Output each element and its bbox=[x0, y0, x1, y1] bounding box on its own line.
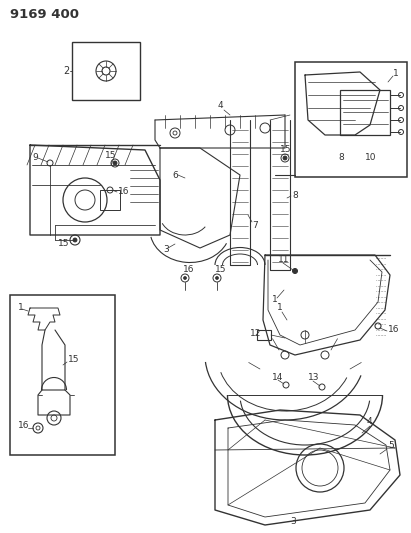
Text: 15: 15 bbox=[215, 265, 226, 274]
Bar bbox=[257, 330, 271, 340]
Text: 1: 1 bbox=[277, 303, 283, 312]
Text: 9: 9 bbox=[32, 152, 38, 161]
Text: 1: 1 bbox=[18, 303, 24, 312]
Bar bbox=[295, 62, 407, 177]
Bar bbox=[10, 295, 115, 455]
Text: 14: 14 bbox=[272, 374, 283, 383]
Text: 2: 2 bbox=[63, 66, 69, 76]
Text: 16: 16 bbox=[18, 421, 30, 430]
Text: 8: 8 bbox=[338, 154, 344, 163]
Text: 11: 11 bbox=[278, 255, 289, 264]
Text: 6: 6 bbox=[172, 171, 178, 180]
Circle shape bbox=[73, 238, 77, 242]
Text: 12: 12 bbox=[250, 328, 261, 337]
Text: 9169 400: 9169 400 bbox=[10, 7, 79, 20]
Circle shape bbox=[113, 161, 117, 165]
Text: 16: 16 bbox=[388, 326, 399, 335]
Bar bbox=[340, 90, 390, 135]
Text: 7: 7 bbox=[252, 221, 258, 230]
Text: 16: 16 bbox=[183, 265, 194, 274]
Text: 16: 16 bbox=[118, 188, 129, 197]
Text: 13: 13 bbox=[308, 374, 319, 383]
Text: 1: 1 bbox=[272, 295, 278, 304]
Text: 15: 15 bbox=[58, 239, 69, 248]
Bar bbox=[72, 42, 140, 100]
Text: 1: 1 bbox=[393, 69, 399, 77]
Text: 4: 4 bbox=[367, 417, 373, 426]
Text: 8: 8 bbox=[292, 190, 298, 199]
Circle shape bbox=[215, 277, 219, 279]
Text: 15: 15 bbox=[105, 150, 116, 159]
Bar bbox=[100, 190, 120, 210]
Text: 5: 5 bbox=[388, 440, 394, 449]
Text: 10: 10 bbox=[365, 154, 376, 163]
Circle shape bbox=[293, 269, 298, 273]
Circle shape bbox=[183, 277, 187, 279]
Circle shape bbox=[283, 156, 287, 160]
Text: 3: 3 bbox=[163, 246, 169, 254]
Text: 4: 4 bbox=[218, 101, 224, 110]
Text: 3: 3 bbox=[290, 518, 296, 527]
Text: 15: 15 bbox=[68, 356, 79, 365]
Text: 15: 15 bbox=[280, 146, 291, 155]
